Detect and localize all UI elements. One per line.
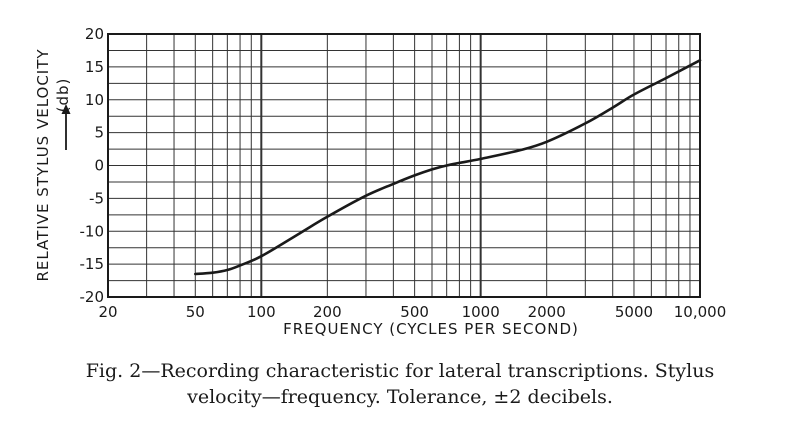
x-tick-label: 500: [400, 303, 429, 321]
data-point: [365, 194, 367, 197]
y-tick-label: -15: [80, 255, 105, 273]
data-point: [611, 106, 614, 109]
y-tick-label: 20: [85, 25, 104, 43]
y-tick-label: 10: [85, 91, 104, 109]
y-axis-label: RELATIVE STYLUS VELOCITY: [34, 48, 52, 281]
data-point: [545, 140, 548, 143]
x-tick-label: 2000: [528, 303, 566, 321]
caption-line-2: velocity—frequency. Tolerance, ±2 decibe…: [187, 386, 613, 408]
data-point: [392, 183, 395, 185]
data-point: [326, 215, 329, 218]
chart: -20 -15 -10 -5 0 5 10 15 20 20 50 100 200 500 1000 200…: [34, 25, 726, 338]
x-tick-label: 20: [98, 303, 117, 321]
y-tick-label: -20: [80, 288, 105, 306]
y-axis-unit: (db): [54, 78, 72, 113]
data-point: [479, 158, 482, 160]
y-axis-arrow-icon: [61, 104, 71, 150]
data-point: [226, 269, 229, 271]
x-tick-labels: 20 50 100 200 500 1000 2000 5000 10,000: [98, 303, 726, 321]
y-tick-labels: -20 -15 -10 -5 0 5 10 15 20: [80, 25, 105, 306]
data-point: [445, 164, 448, 167]
data-point: [458, 161, 461, 164]
data-point: [584, 122, 587, 125]
data-point: [413, 174, 416, 177]
y-tick-label: 0: [94, 157, 104, 175]
x-tick-label: 1000: [462, 303, 500, 321]
data-point: [260, 255, 263, 258]
y-tick-label: -5: [89, 189, 104, 207]
x-tick-label: 200: [313, 303, 342, 321]
x-tick-label: 5000: [615, 303, 653, 321]
x-axis-label: FREQUENCY (CYCLES PER SECOND): [283, 320, 579, 338]
data-point: [518, 149, 521, 152]
data-point: [633, 93, 635, 96]
curve-layer: [194, 59, 702, 276]
data-point: [211, 271, 214, 274]
data-point: [194, 273, 197, 275]
x-tick-label: 100: [247, 303, 276, 321]
data-point: [665, 77, 667, 79]
grid: [108, 34, 700, 297]
caption-line-1: Fig. 2—Recording characteristic for late…: [85, 360, 715, 382]
data-point: [299, 232, 301, 235]
series-line: [194, 59, 702, 276]
plot-frame: [107, 33, 701, 298]
y-tick-label: 5: [94, 124, 104, 142]
x-tick-label: 50: [186, 303, 205, 321]
x-tick-label: 10,000: [674, 303, 727, 321]
data-point: [431, 168, 433, 171]
y-tick-label: -10: [80, 222, 105, 240]
figure-caption: Fig. 2—Recording characteristic for late…: [30, 358, 770, 410]
y-tick-label: 15: [85, 58, 104, 76]
data-point: [239, 264, 241, 267]
data-point: [699, 59, 701, 62]
